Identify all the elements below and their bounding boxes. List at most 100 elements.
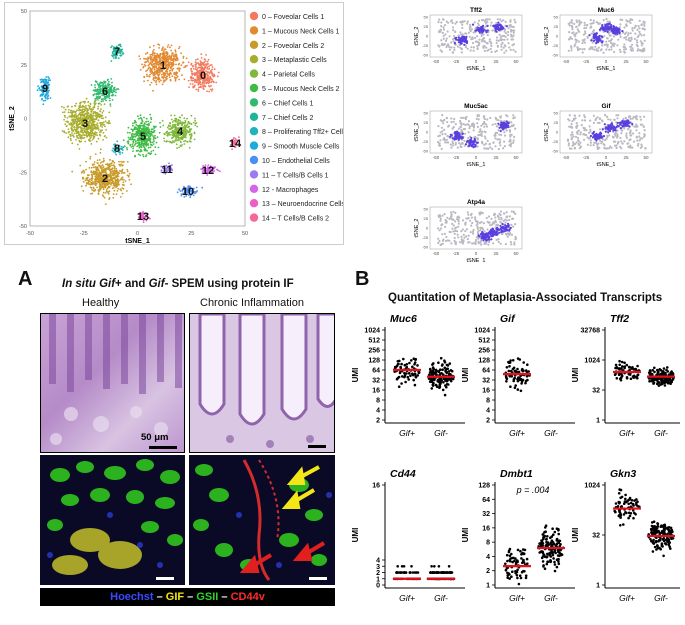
feature-point	[488, 18, 491, 21]
tsne-point	[181, 126, 184, 129]
feature-point	[571, 141, 575, 144]
feature-point	[603, 114, 607, 117]
tsne-point	[216, 75, 219, 78]
feature-point	[512, 114, 515, 117]
tsne-point	[76, 143, 79, 146]
feature-point	[501, 38, 504, 41]
tsne-point	[99, 187, 102, 190]
tsne-point	[143, 75, 146, 78]
feature-point	[503, 131, 506, 134]
feature-point	[594, 45, 597, 48]
feature-point	[444, 33, 447, 36]
tsne-point	[79, 115, 82, 117]
feature-point	[595, 21, 598, 24]
tsne-point	[210, 85, 212, 87]
tsne-point	[160, 171, 163, 174]
feature-xlabel: tSNE_1	[597, 66, 616, 72]
feature-point	[453, 48, 456, 52]
feature-point	[638, 132, 641, 135]
feature-point	[511, 44, 514, 47]
tsne-point	[197, 88, 200, 91]
feature-point	[572, 31, 575, 34]
feature-point	[477, 118, 480, 121]
tsne-point	[131, 143, 134, 146]
tsne-point	[190, 134, 193, 137]
tsne-point	[99, 122, 101, 124]
tsne-point	[190, 123, 193, 125]
tsne-point	[99, 175, 102, 178]
tsne-point	[137, 153, 140, 156]
tsne-point	[180, 130, 182, 133]
tsne-point	[82, 132, 85, 134]
tsne-point	[92, 134, 94, 137]
tsne-point	[139, 150, 141, 153]
feature-point	[486, 49, 489, 52]
feature-point	[503, 145, 506, 148]
tsne-point	[160, 165, 163, 168]
tsne-point	[68, 109, 70, 111]
tsne-point	[190, 128, 193, 130]
cluster-number-label: 10	[182, 186, 194, 198]
tsne-point	[71, 142, 74, 145]
feature-point	[452, 35, 456, 38]
tsne-point	[95, 124, 97, 126]
tsne-point	[88, 133, 91, 135]
tsne-point	[131, 138, 134, 140]
tsne-point	[103, 85, 105, 87]
tsne-point	[196, 58, 199, 60]
tsne-point	[150, 150, 153, 153]
tsne-point	[234, 137, 237, 140]
feature-point	[459, 121, 462, 124]
tsne-point	[111, 91, 114, 94]
tsne-point	[143, 116, 145, 119]
feature-point	[442, 26, 445, 29]
tsne-point	[204, 79, 207, 82]
tsne-point	[213, 73, 215, 76]
tsne-point	[113, 184, 115, 187]
tsne-point	[147, 120, 150, 123]
tsne-point	[145, 126, 148, 129]
tsne-point	[126, 170, 129, 173]
tsne-point	[94, 97, 97, 100]
tsne-point	[105, 96, 107, 99]
tsne-point	[123, 172, 126, 174]
y-tick-label: 0	[24, 117, 27, 123]
feature-point	[471, 41, 475, 45]
tsne-point	[202, 165, 205, 167]
tsne-point	[140, 142, 143, 145]
legend-entry: 8 – Proliferating Tff2+ Cells	[262, 129, 343, 136]
tsne-point	[63, 106, 65, 109]
tsne-point	[160, 169, 163, 172]
feature-point	[512, 139, 515, 142]
tsne-point	[202, 75, 204, 78]
tsne-point	[122, 181, 125, 184]
feature-point	[459, 46, 462, 49]
tsne-point	[92, 166, 95, 169]
tsne-point	[185, 195, 188, 197]
tsne-point	[170, 134, 172, 136]
tsne-point	[80, 140, 83, 143]
tsne-point	[121, 152, 124, 154]
legend-swatch	[249, 112, 259, 122]
tsne-point	[164, 172, 167, 175]
feature-point-high	[471, 144, 474, 147]
tsne-point	[116, 48, 118, 51]
tsne-point	[189, 193, 192, 196]
feature-point	[514, 50, 517, 53]
feature-point	[606, 37, 609, 40]
tsne-point	[109, 165, 111, 168]
feature-y-tick: -25	[552, 43, 559, 48]
feature-point	[572, 135, 575, 138]
tsne-point	[92, 186, 95, 189]
tsne-point	[95, 176, 98, 179]
tsne-point	[119, 51, 122, 53]
tsne-point	[107, 82, 109, 85]
tsne-point	[148, 66, 151, 69]
tsne-point	[90, 108, 92, 111]
feature-point	[461, 116, 465, 119]
feature-point	[481, 38, 484, 41]
tsne-point	[151, 68, 154, 70]
tsne-point	[178, 188, 181, 191]
tsne-point	[119, 178, 122, 181]
feature-point	[507, 27, 510, 30]
